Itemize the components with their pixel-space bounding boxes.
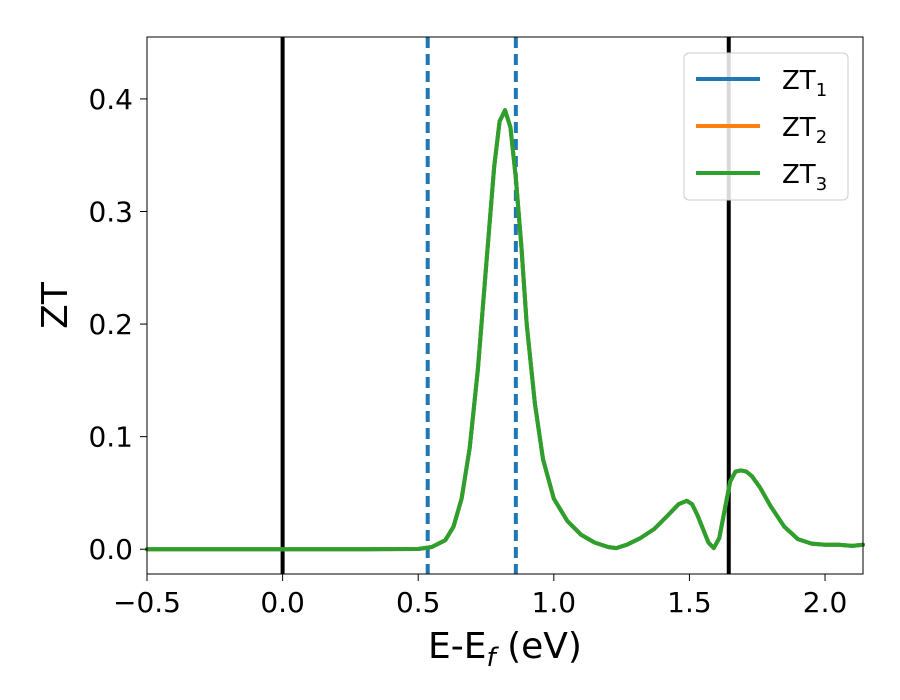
- x-tick-label: 1.0: [532, 586, 577, 619]
- legend-entry-name: ZT: [782, 113, 816, 143]
- y-tick-label: 0.3: [88, 195, 133, 228]
- y-tick-label: 0.2: [88, 308, 133, 341]
- x-axis-ticks: −0.5 0.0 0.5 1.0 1.5 2.0: [113, 574, 847, 619]
- legend-entry-sub: 2: [816, 127, 827, 148]
- legend-entry-zt3: ZT3: [782, 160, 827, 195]
- x-axis-label: E-Ef (eV): [428, 626, 582, 673]
- x-tick-label: −0.5: [113, 586, 181, 619]
- plot-frame: [146, 36, 864, 575]
- x-tick-label: 0.0: [260, 586, 305, 619]
- y-tick-label: 0.4: [88, 83, 133, 116]
- legend-entry-sub: 1: [816, 80, 827, 101]
- x-tick-label: 0.5: [396, 586, 441, 619]
- y-axis-label: ZT: [35, 281, 76, 329]
- legend-entry-sub: 3: [816, 174, 827, 195]
- legend-entry-zt2: ZT2: [782, 113, 827, 148]
- x-tick-label: 2.0: [803, 586, 848, 619]
- x-axis-label-main: E-E: [428, 626, 486, 667]
- series-line-zt3: [145, 108, 865, 552]
- x-axis-label-suffix: (eV): [496, 626, 582, 667]
- legend-entry-name: ZT: [782, 66, 816, 96]
- y-tick-label: 0.1: [88, 421, 133, 454]
- legend-entry-name: ZT: [782, 160, 816, 190]
- y-axis-ticks: 0.0 0.1 0.2 0.3 0.4: [88, 83, 147, 566]
- y-tick-label: 0.0: [88, 533, 133, 566]
- legend-entry-zt1: ZT1: [782, 66, 827, 101]
- x-tick-label: 1.5: [667, 586, 712, 619]
- series-lines: [145, 108, 865, 552]
- legend-box: [683, 52, 849, 201]
